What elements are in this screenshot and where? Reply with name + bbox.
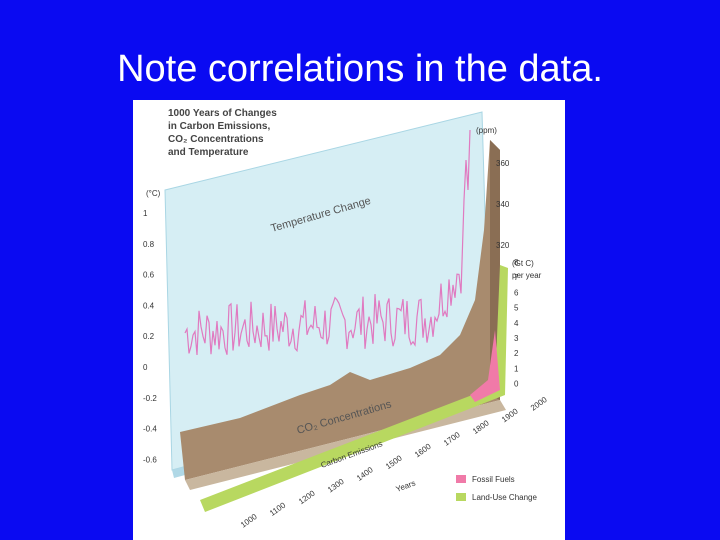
tick-label: 1: [514, 364, 519, 373]
tick-label: 0.2: [143, 332, 155, 341]
tick-label: 6: [514, 288, 519, 297]
tick-label: -0.6: [143, 455, 157, 464]
tick-label: 340: [496, 200, 510, 209]
tick-label: 1: [143, 209, 148, 218]
legend-swatch: [456, 475, 466, 483]
tick-label: 0.4: [143, 301, 155, 310]
legend-swatch: [456, 493, 466, 501]
co2-area: [180, 140, 500, 480]
tick-label: 8: [514, 258, 519, 267]
temperature-line: [184, 129, 471, 356]
tick-label: -0.2: [143, 394, 157, 403]
unit-label: (ppm): [476, 126, 497, 135]
tick-label: 7: [514, 273, 519, 282]
tick-label: 0: [143, 363, 148, 372]
figure-title: and Temperature: [168, 147, 249, 158]
fossil-area: [470, 330, 500, 402]
slide-title: Note correlations in the data.: [117, 48, 603, 90]
unit-label: (°C): [146, 189, 161, 198]
tick-label: 360: [496, 159, 510, 168]
tick-label: 5: [514, 304, 519, 313]
tick-label: -0.4: [143, 425, 157, 434]
legend-label: Land-Use Change: [472, 493, 537, 502]
tick-label: 320: [496, 241, 510, 250]
tick-label: 0.6: [143, 271, 155, 280]
tick-label: 0.8: [143, 240, 155, 249]
legend-label: Fossil Fuels: [472, 475, 515, 484]
tick-label: 4: [514, 319, 519, 328]
unit-label: (Gt C): [512, 259, 534, 268]
figure-title: 1000 Years of Changes: [168, 108, 277, 119]
figure-title: CO₂ Concentrations: [168, 134, 264, 145]
tick-label: 0: [514, 380, 519, 389]
figure-title: in Carbon Emissions,: [168, 121, 270, 132]
tick-label: 2: [514, 349, 519, 358]
unit-label: per year: [512, 271, 542, 280]
tick-label: 3: [514, 334, 519, 343]
